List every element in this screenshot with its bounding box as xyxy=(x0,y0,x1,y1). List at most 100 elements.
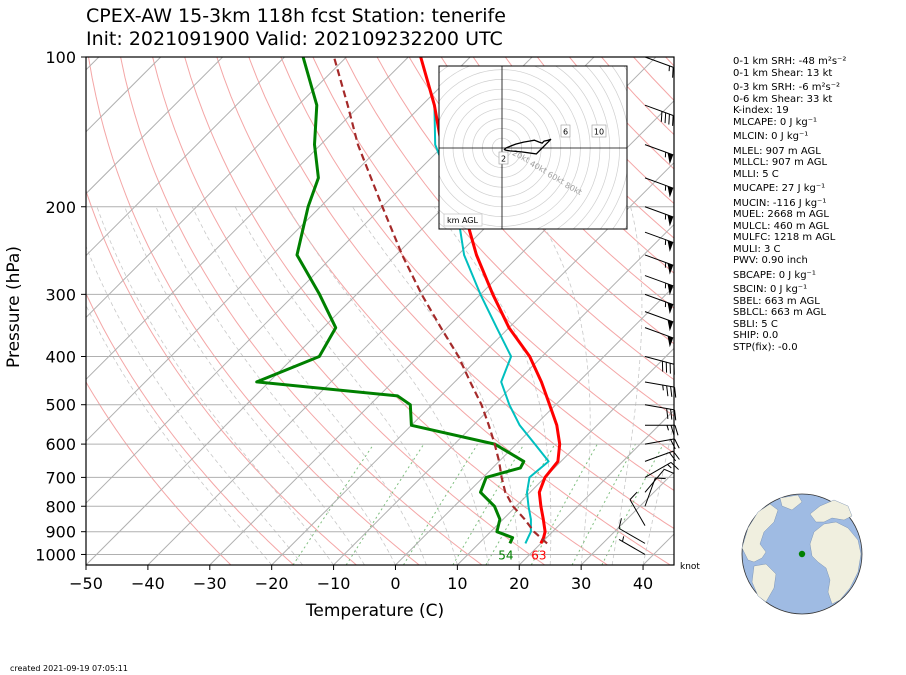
wind-barb xyxy=(644,404,677,421)
y-tick-label: 700 xyxy=(45,468,76,487)
isotherm xyxy=(518,409,674,565)
isotherm xyxy=(395,285,674,565)
mixing-ratio-line xyxy=(345,443,425,565)
mixing-ratio-line xyxy=(485,443,556,565)
index-item: MLCIN: 0 J kg⁻¹ xyxy=(733,131,809,142)
index-item: SBLI: 5 C xyxy=(733,318,778,330)
globe-land-south-america xyxy=(751,563,777,603)
moist-adiabat xyxy=(532,206,591,565)
wind-barb xyxy=(629,491,646,526)
hodograph-height-box xyxy=(591,124,607,138)
index-item: MLEL: 907 m AGL xyxy=(733,145,821,157)
dry-adiabat xyxy=(376,57,674,381)
y-tick-label: 400 xyxy=(45,348,76,367)
index-item: MULCL: 460 m AGL xyxy=(733,220,829,232)
wind-unit-label: knot xyxy=(680,562,700,572)
dry-adiabat xyxy=(408,57,674,345)
y-tick-label: 900 xyxy=(45,523,76,542)
dry-adiabat xyxy=(440,57,674,309)
mixing-ratio-line xyxy=(452,443,525,565)
mixing-ratio-line xyxy=(292,443,375,565)
hodograph-height-mark: 2 xyxy=(501,155,506,164)
wind-barb xyxy=(645,424,679,436)
x-tick-label: 30 xyxy=(571,574,591,593)
isotherm xyxy=(209,100,674,565)
index-item: SHIP: 0.0 xyxy=(733,330,779,341)
wind-barb xyxy=(644,231,674,252)
x-tick-label: 10 xyxy=(447,574,467,593)
y-axis-label: Pressure (hPa) xyxy=(4,246,24,368)
wind-barb xyxy=(644,104,674,126)
mixing-ratio-line xyxy=(601,443,664,565)
wind-barb xyxy=(644,438,680,450)
isotherm xyxy=(86,57,223,195)
y-tick-label: 800 xyxy=(45,497,76,516)
dry-adiabat xyxy=(344,57,674,417)
wind-barb xyxy=(644,56,674,78)
hodograph-height-mark: 10 xyxy=(594,128,604,137)
index-item: 0-3 km SRH: -6 m²s⁻² xyxy=(733,82,840,93)
moist-adiabat xyxy=(86,304,272,565)
surface-temperature-label: 63 xyxy=(531,548,546,562)
globe-land-europe xyxy=(809,499,853,523)
globe-land-africa xyxy=(809,521,862,605)
moist-adiabat xyxy=(96,206,334,565)
wind-barb xyxy=(644,468,675,493)
wind-barb xyxy=(644,356,675,375)
isotherm xyxy=(333,223,674,565)
x-tick-label: 20 xyxy=(509,574,529,593)
index-item: 0-6 km Shear: 33 kt xyxy=(733,93,833,105)
index-item: SBCIN: 0 J kg⁻¹ xyxy=(733,284,808,295)
hodograph-height-box xyxy=(498,151,509,165)
x-axis-label: Temperature (C) xyxy=(305,601,444,621)
mixing-ratio-line xyxy=(403,443,479,565)
isotherm xyxy=(86,57,347,319)
index-item: MUEL: 2668 m AGL xyxy=(733,209,829,220)
x-tick-label: 0 xyxy=(390,574,400,593)
x-tick-label: −10 xyxy=(317,574,351,593)
wind-barb xyxy=(644,206,674,227)
y-tick-label: 600 xyxy=(45,435,76,454)
wind-barb xyxy=(644,381,677,398)
dry-adiabat xyxy=(120,57,483,565)
y-tick-label: 500 xyxy=(45,396,76,415)
isotherm xyxy=(86,57,162,133)
dry-adiabat xyxy=(248,57,674,530)
dry-adiabat xyxy=(280,57,674,492)
surface-dewpoint-label: 54 xyxy=(498,548,513,562)
moist-adiabat xyxy=(642,419,674,565)
background-lines xyxy=(86,57,674,565)
chart-title: CPEX-AW 15-3km 118h fcst Station: teneri… xyxy=(86,5,506,27)
x-tick-label: 40 xyxy=(633,574,653,593)
index-item: SBCAPE: 0 J kg⁻¹ xyxy=(733,269,816,281)
moist-adiabat xyxy=(124,206,365,565)
isotherm xyxy=(86,57,471,442)
isotherm xyxy=(271,161,674,565)
x-tick-label: −30 xyxy=(193,574,227,593)
wind-barb xyxy=(644,461,679,478)
dewpoint-profile xyxy=(255,57,526,545)
index-item: PWV: 0.90 inch xyxy=(733,255,808,266)
y-tick-label: 100 xyxy=(45,48,76,67)
wind-barb xyxy=(644,327,674,348)
y-tick-label: 300 xyxy=(45,285,76,304)
moist-adiabat xyxy=(287,206,489,565)
isotherm xyxy=(580,471,674,565)
station-locator-globe xyxy=(741,493,863,615)
moist-adiabat xyxy=(191,206,427,565)
index-item: MULFC: 1218 m AGL xyxy=(733,232,836,243)
hodograph-height-mark: 6 xyxy=(563,128,568,137)
station-marker xyxy=(798,550,806,558)
wind-barb xyxy=(644,275,674,296)
dry-adiabat xyxy=(86,381,232,565)
dry-adiabat xyxy=(184,57,608,565)
index-item: STP(fix): -0.0 xyxy=(733,341,798,353)
created-timestamp: created 2021-09-19 07:05:11 xyxy=(10,664,128,673)
index-item: 0-1 km SRH: -48 m²s⁻² xyxy=(733,56,847,67)
moist-adiabat xyxy=(611,206,643,565)
moist-adiabat xyxy=(155,206,396,565)
x-tick-label: −20 xyxy=(255,574,289,593)
index-item: K-index: 19 xyxy=(733,105,789,116)
